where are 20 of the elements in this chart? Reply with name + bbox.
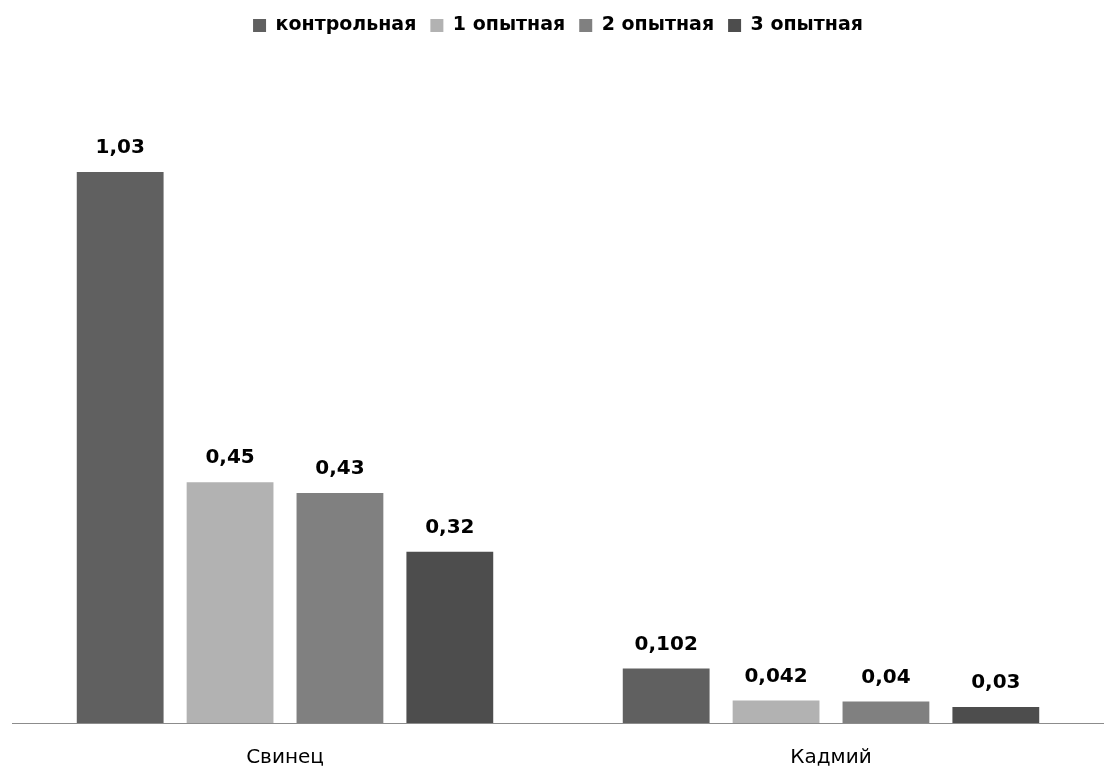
legend-label: 1 опытная	[452, 12, 566, 35]
data-label: 1,03	[95, 134, 145, 159]
data-label: 0,042	[744, 662, 808, 687]
x-tick-label: Свинец	[246, 744, 324, 769]
legend-label: контрольная	[275, 12, 417, 35]
data-label: 0,45	[205, 444, 255, 469]
legend-label: 3 опытная	[750, 12, 863, 35]
bar	[732, 700, 820, 723]
data-label: 0,04	[861, 663, 911, 688]
data-label: 0,102	[634, 630, 698, 655]
bar	[76, 171, 164, 723]
data-label: 0,43	[315, 455, 365, 480]
bar	[186, 482, 274, 723]
legend-label: 2 опытная	[601, 12, 715, 35]
bar	[952, 706, 1040, 723]
data-label: 0,03	[971, 669, 1021, 694]
data-label: 0,32	[425, 514, 475, 538]
bar	[622, 668, 710, 723]
x-tick-label: Кадмий	[790, 744, 872, 769]
bar	[406, 551, 494, 723]
